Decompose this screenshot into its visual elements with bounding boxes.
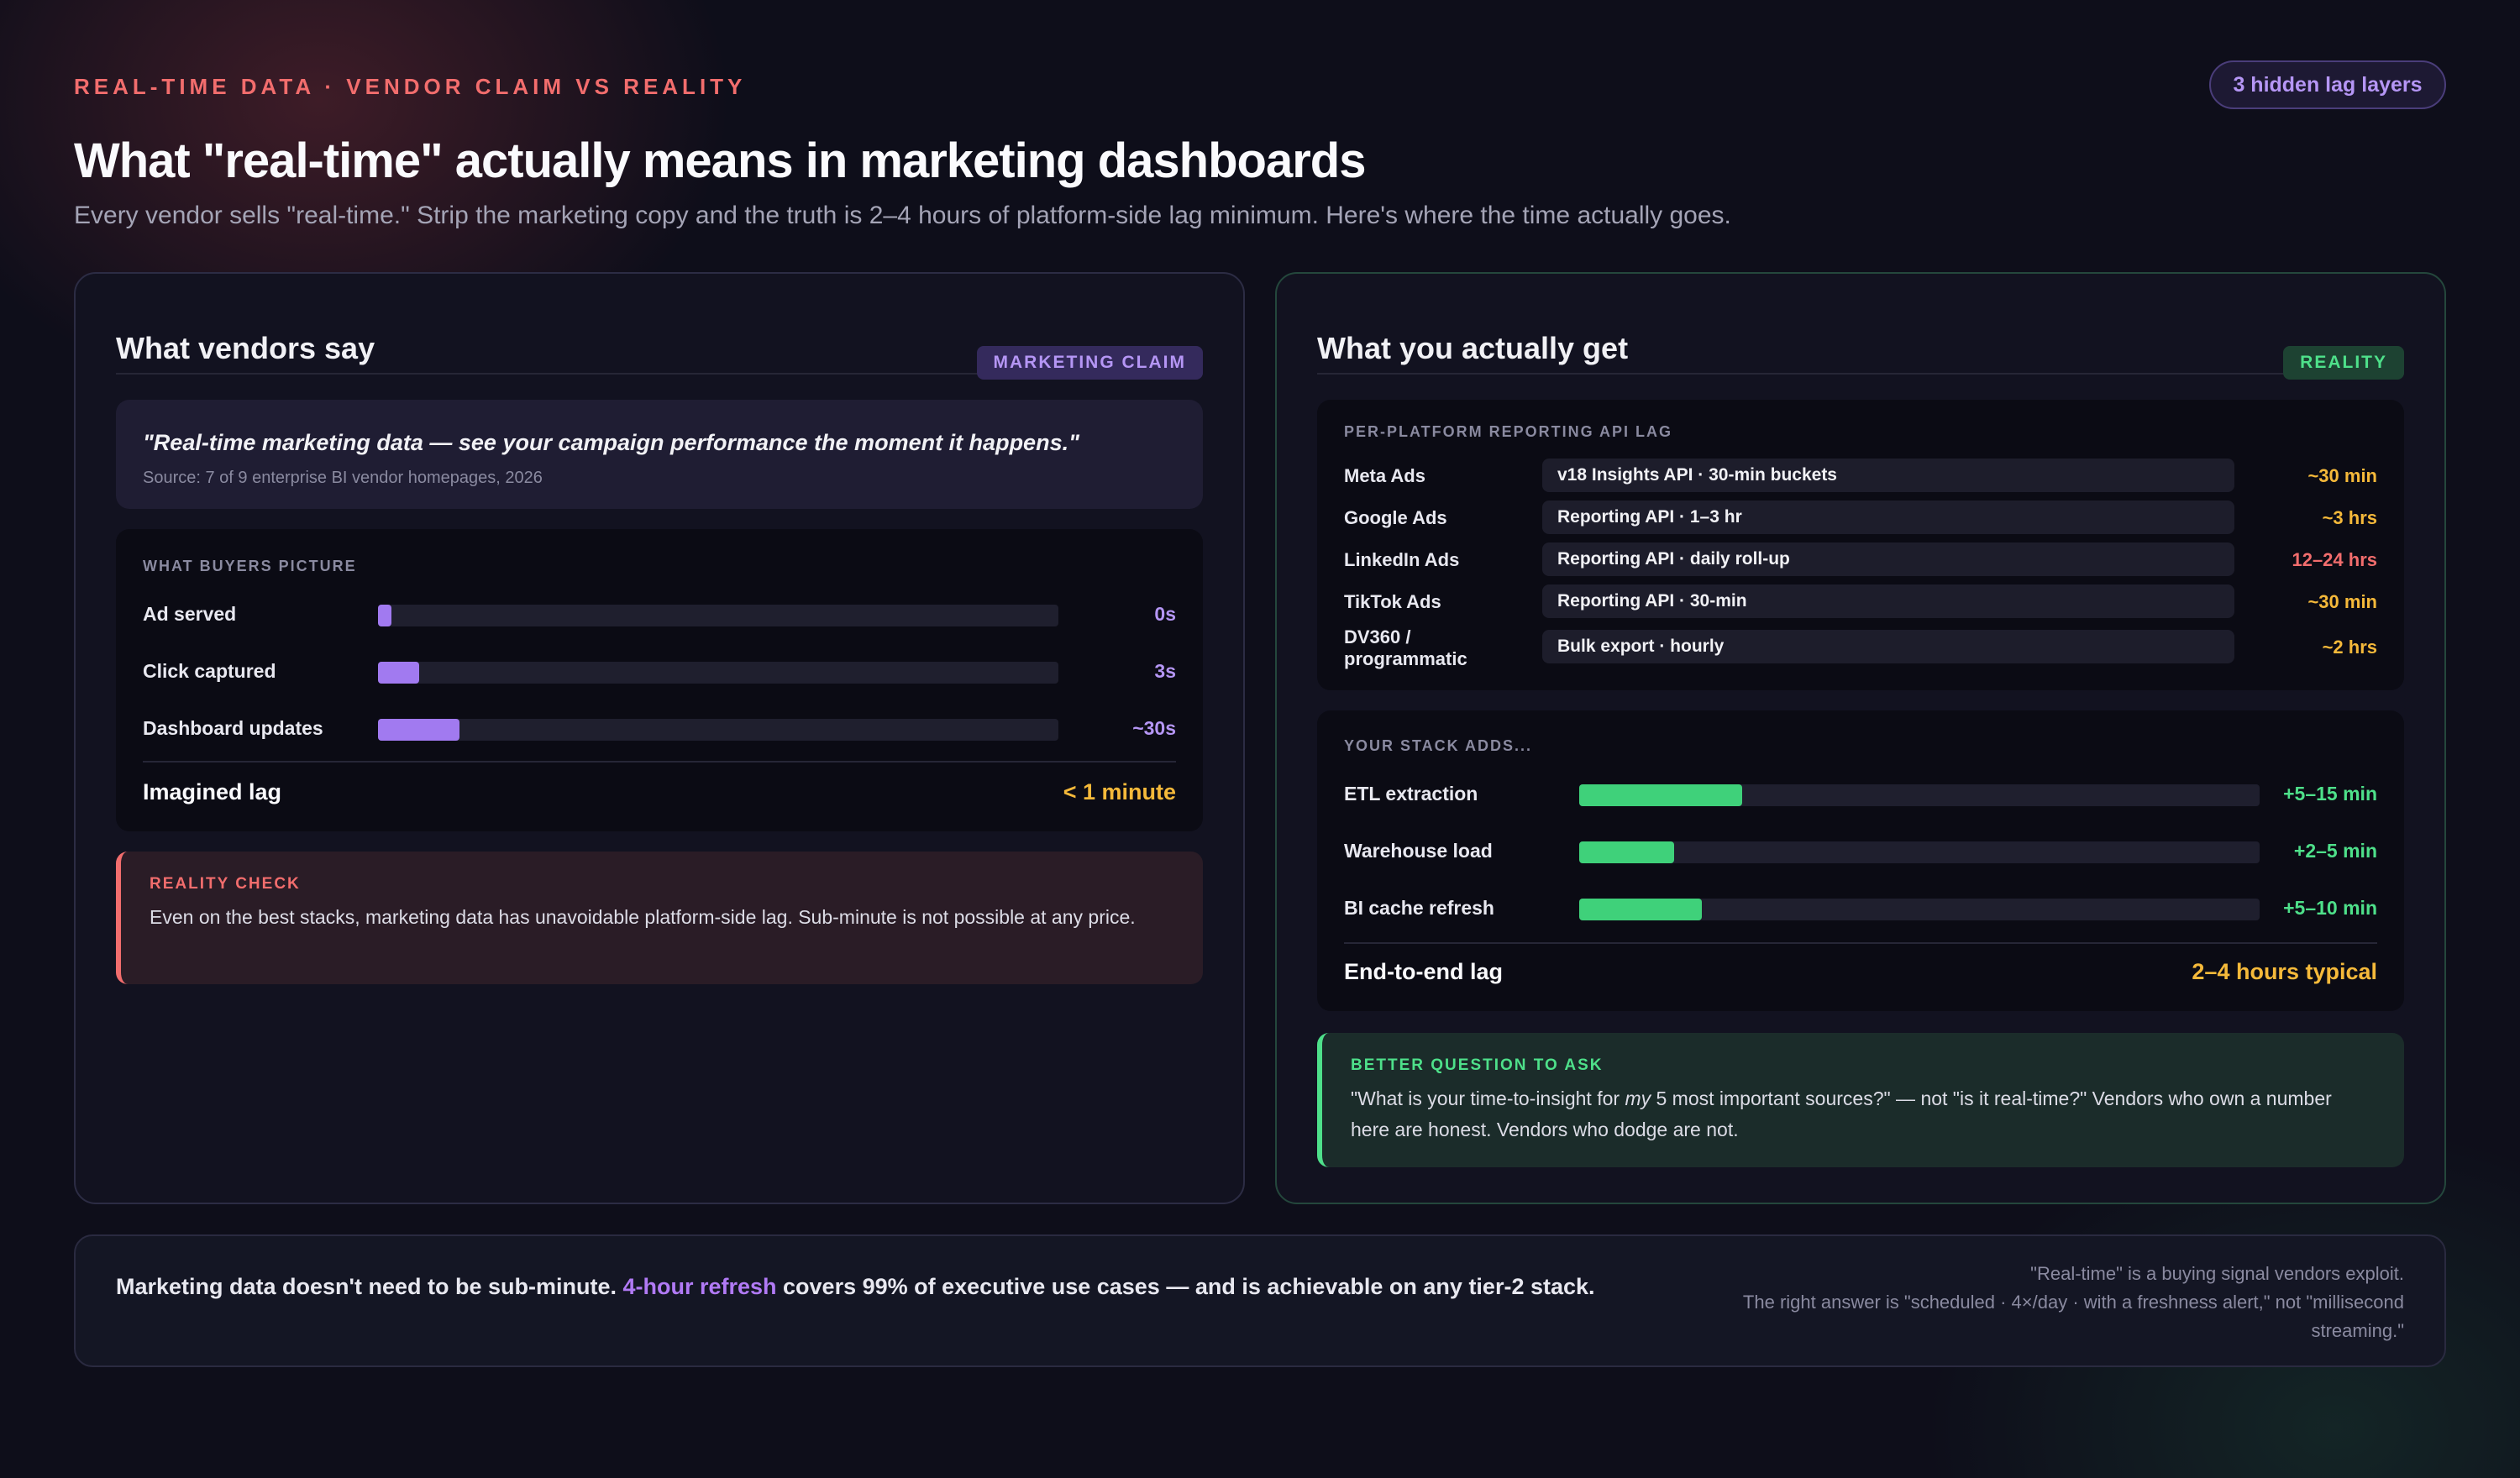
bar-label: ETL extraction bbox=[1344, 783, 1478, 805]
bar-row: Warehouse load +2–5 min bbox=[1344, 833, 2377, 867]
bar-value: +5–10 min bbox=[2283, 897, 2377, 919]
platform-api: Reporting API · daily roll-up bbox=[1542, 542, 2234, 576]
platform-lag: ~30 min bbox=[2307, 465, 2377, 486]
bar-row: ETL extraction +5–15 min bbox=[1344, 776, 2377, 810]
bar-value: +5–15 min bbox=[2283, 783, 2377, 805]
end-to-end-lag-value: 2–4 hours typical bbox=[2192, 959, 2377, 984]
bar-label: BI cache refresh bbox=[1344, 897, 1494, 919]
reality-panel-header: What you actually get REALITY bbox=[1317, 307, 2404, 380]
vendor-panel-header: What vendors say MARKETING CLAIM bbox=[116, 307, 1203, 380]
bar-label: Warehouse load bbox=[1344, 840, 1493, 862]
platform-name: LinkedIn Ads bbox=[1344, 549, 1460, 570]
bar-fill bbox=[1579, 784, 1743, 806]
bar-track bbox=[1579, 899, 2260, 920]
platform-name: Google Ads bbox=[1344, 507, 1447, 528]
bar-fill bbox=[1579, 899, 1702, 920]
vendor-quote: "Real-time marketing data — see your cam… bbox=[143, 430, 1079, 455]
bar-value: ~30s bbox=[1132, 717, 1176, 739]
bar-fill bbox=[378, 605, 392, 626]
bar-row: Dashboard updates ~30s bbox=[143, 710, 1176, 744]
platform-row: DV360 / programmatic Bulk export · hourl… bbox=[1344, 626, 2377, 669]
bar-row: Ad served 0s bbox=[143, 596, 1176, 630]
bar-track bbox=[1579, 841, 2260, 863]
buyers-picture-card: WHAT BUYERS PICTURE Ad served 0s Click c… bbox=[116, 529, 1203, 831]
vendor-claim-panel: What vendors say MARKETING CLAIM "Real-t… bbox=[74, 272, 1245, 1204]
buyers-picture-label: WHAT BUYERS PICTURE bbox=[143, 558, 357, 574]
bar-value: 3s bbox=[1154, 660, 1176, 682]
platform-name: TikTok Ads bbox=[1344, 591, 1441, 612]
quote-source: Source: 7 of 9 enterprise BI vendor home… bbox=[143, 469, 543, 487]
platform-name: Meta Ads bbox=[1344, 465, 1425, 486]
platform-row: Google Ads Reporting API · 1–3 hr ~3 hrs bbox=[1344, 501, 2377, 534]
bar-fill bbox=[378, 719, 460, 741]
platform-row: TikTok Ads Reporting API · 30-min ~30 mi… bbox=[1344, 584, 2377, 618]
bar-track bbox=[1579, 784, 2260, 806]
api-lag-card: PER-PLATFORM REPORTING API LAG Meta Ads … bbox=[1317, 400, 2404, 690]
summary-divider bbox=[143, 761, 1176, 763]
takeaway-card: Marketing data doesn't need to be sub-mi… bbox=[74, 1234, 2446, 1367]
reality-check-callout: REALITY CHECK Even on the best stacks, m… bbox=[116, 852, 1203, 984]
reality-panel: What you actually get REALITY PER-PLATFO… bbox=[1275, 272, 2446, 1204]
bar-value: +2–5 min bbox=[2293, 840, 2377, 862]
platform-lag: 12–24 hrs bbox=[2292, 549, 2377, 570]
marketing-claim-tag: MARKETING CLAIM bbox=[976, 346, 1203, 380]
platform-lag: ~3 hrs bbox=[2322, 507, 2377, 528]
bar-fill bbox=[378, 662, 419, 684]
end-to-end-lag-label: End-to-end lag bbox=[1344, 959, 1503, 984]
platform-api: v18 Insights API · 30-min buckets bbox=[1542, 459, 2234, 492]
better-question-text: "What is your time-to-insight for my 5 m… bbox=[1351, 1088, 2332, 1140]
bar-label: Click captured bbox=[143, 660, 276, 682]
bar-track bbox=[378, 719, 1058, 741]
bar-track bbox=[378, 662, 1058, 684]
summary-divider bbox=[1344, 942, 2377, 944]
stack-adds-label: YOUR STACK ADDS... bbox=[1344, 737, 1533, 754]
bar-row: BI cache refresh +5–10 min bbox=[1344, 890, 2377, 924]
takeaway-highlight: 4-hour refresh bbox=[622, 1274, 777, 1299]
bar-track bbox=[378, 605, 1058, 626]
reality-tag: REALITY bbox=[2283, 346, 2404, 380]
takeaway-note: "Real-time" is a buying signal vendors e… bbox=[1742, 1263, 2404, 1341]
better-question-callout: BETTER QUESTION TO ASK "What is your tim… bbox=[1317, 1033, 2404, 1167]
bar-label: Ad served bbox=[143, 603, 237, 625]
bar-row: Click captured 3s bbox=[143, 653, 1176, 687]
bar-fill bbox=[1579, 841, 1675, 863]
vendor-quote-box: "Real-time marketing data — see your cam… bbox=[116, 400, 1203, 509]
platform-row: LinkedIn Ads Reporting API · daily roll-… bbox=[1344, 542, 2377, 576]
bar-label: Dashboard updates bbox=[143, 717, 323, 739]
api-lag-label: PER-PLATFORM REPORTING API LAG bbox=[1344, 423, 1672, 440]
imagined-lag-label: Imagined lag bbox=[143, 779, 282, 805]
bar-value: 0s bbox=[1154, 603, 1176, 625]
eyebrow: REAL-TIME DATA · VENDOR CLAIM VS REALITY bbox=[74, 74, 747, 99]
reality-check-text: Even on the best stacks, marketing data … bbox=[150, 906, 1136, 928]
vendor-panel-title: What vendors say bbox=[116, 331, 375, 365]
page-subtitle: Every vendor sells "real-time." Strip th… bbox=[74, 202, 1731, 229]
platform-name: DV360 / programmatic bbox=[1344, 626, 1467, 669]
reality-check-label: REALITY CHECK bbox=[150, 875, 301, 893]
imagined-lag-value: < 1 minute bbox=[1063, 779, 1176, 805]
platform-row: Meta Ads v18 Insights API · 30-min bucke… bbox=[1344, 459, 2377, 492]
better-question-label: BETTER QUESTION TO ASK bbox=[1351, 1056, 1604, 1074]
platform-lag: ~2 hrs bbox=[2322, 637, 2377, 658]
platform-lag: ~30 min bbox=[2307, 591, 2377, 612]
takeaway-text: Marketing data doesn't need to be sub-mi… bbox=[116, 1274, 1595, 1299]
page-title: What "real-time" actually means in marke… bbox=[74, 134, 1366, 188]
hidden-lag-layers-badge[interactable]: 3 hidden lag layers bbox=[2209, 60, 2446, 109]
platform-api: Reporting API · 30-min bbox=[1542, 584, 2234, 618]
reality-panel-title: What you actually get bbox=[1317, 331, 1629, 365]
platform-api: Reporting API · 1–3 hr bbox=[1542, 501, 2234, 534]
platform-api: Bulk export · hourly bbox=[1542, 630, 2234, 663]
stack-adds-card: YOUR STACK ADDS... ETL extraction +5–15 … bbox=[1317, 710, 2404, 1011]
